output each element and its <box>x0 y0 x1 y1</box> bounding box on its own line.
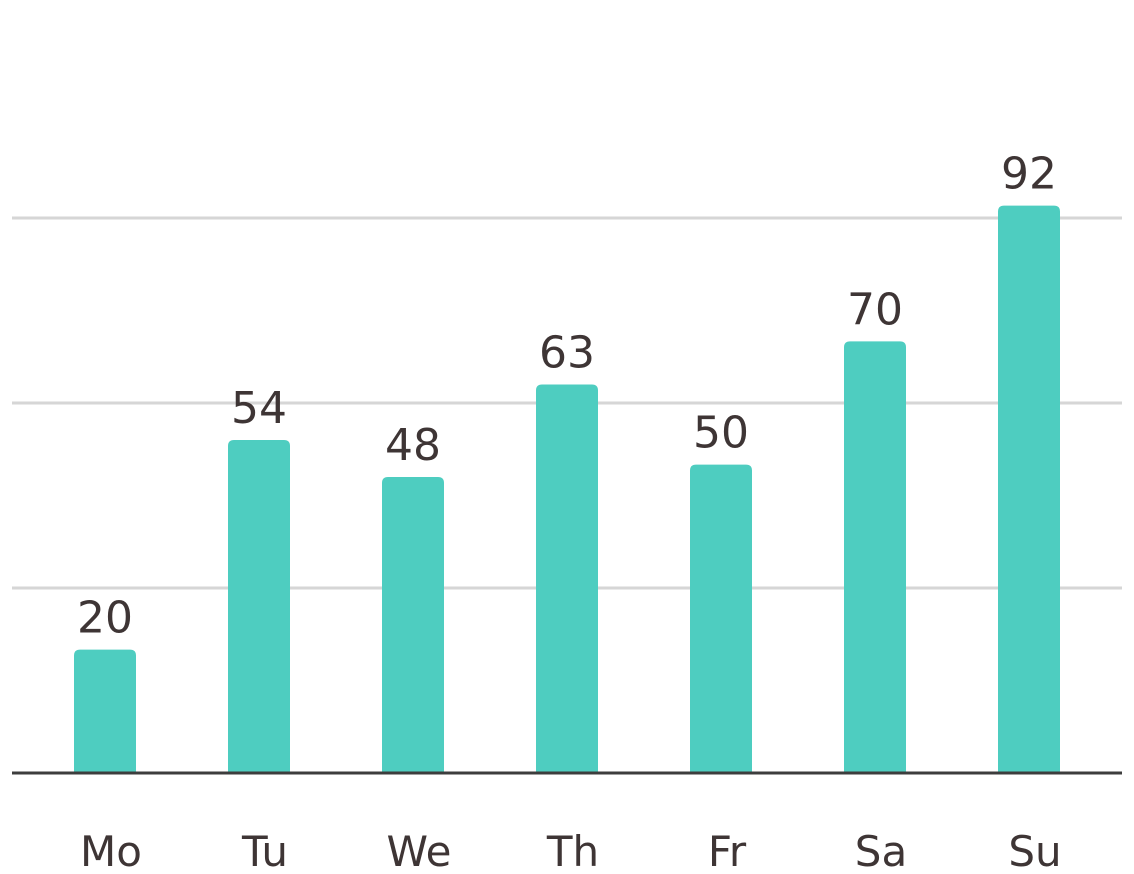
value-label-th: 63 <box>539 328 595 379</box>
value-label-su: 92 <box>1001 149 1057 200</box>
x-tick-label-sa: Sa <box>855 827 907 874</box>
x-tick-label-tu: Tu <box>241 827 288 874</box>
value-label-fr: 50 <box>693 408 749 459</box>
bar-su <box>998 205 1060 773</box>
value-labels: 20 54 48 63 50 70 92 <box>77 149 1057 644</box>
value-label-we: 48 <box>385 420 441 471</box>
value-label-sa: 70 <box>847 284 903 335</box>
bar-mo <box>74 649 136 773</box>
bar-fr <box>690 464 752 773</box>
x-tick-label-th: Th <box>546 827 599 874</box>
bar-tu <box>228 440 290 773</box>
bar-sa <box>844 341 906 773</box>
x-axis-tick-labels: Mo Tu We Th Fr Sa Su <box>80 827 1062 874</box>
bars <box>74 205 1060 773</box>
x-tick-label-we: We <box>387 827 452 874</box>
x-tick-label-fr: Fr <box>708 827 747 874</box>
bar-th <box>536 384 598 773</box>
value-label-tu: 54 <box>231 383 287 434</box>
value-label-mo: 20 <box>77 593 133 644</box>
x-tick-label-su: Su <box>1008 827 1061 874</box>
x-tick-label-mo: Mo <box>80 827 142 874</box>
bar-we <box>382 477 444 773</box>
